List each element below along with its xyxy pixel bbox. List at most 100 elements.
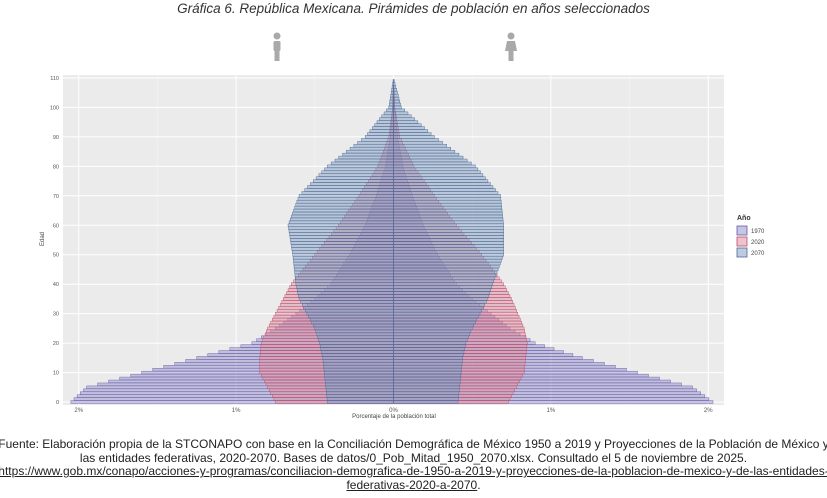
bar-female-2070-age-45 [393, 267, 499, 272]
bar-male-2070-age-70 [298, 194, 394, 198]
bar-female-2070-age-102 [393, 99, 401, 104]
bar-female-2070-age-97 [393, 114, 412, 118]
chart-title: Gráfica 6. República Mexicana. Pirámides… [177, 1, 650, 16]
bar-female-2070-age-0 [393, 400, 459, 404]
bar-female-2070-age-98 [393, 111, 409, 115]
bar-male-2070-age-81 [330, 161, 394, 166]
bar-male-2070-age-103 [389, 96, 394, 101]
bar-male-2070-age-29 [308, 314, 394, 319]
bar-female-2070-age-72 [393, 188, 496, 192]
bar-male-2070-age-45 [294, 267, 394, 272]
bar-female-2070-age-4 [393, 388, 460, 392]
bar-male-2070-age-97 [381, 114, 394, 118]
bar-male-2070-age-102 [389, 99, 394, 104]
bar-male-2070-age-44 [294, 270, 394, 275]
bar-female-2070-age-78 [393, 170, 481, 174]
bar-female-2070-age-39 [393, 285, 492, 289]
bar-female-2070-age-81 [393, 161, 472, 166]
bar-male-2070-age-27 [311, 320, 394, 325]
bar-female-2070-age-52 [393, 247, 504, 251]
bar-female-2070-age-27 [393, 320, 476, 325]
bar-male-2070-age-82 [334, 158, 394, 163]
man-icon [273, 32, 281, 61]
bar-female-2070-age-44 [393, 270, 498, 275]
y-tick-label: 60 [53, 223, 59, 229]
y-tick-label: 90 [53, 135, 59, 141]
bar-male-2070-age-101 [389, 102, 394, 107]
bar-female-2070-age-89 [393, 138, 439, 142]
bar-male-2070-age-80 [327, 164, 394, 168]
bar-male-2070-age-57 [289, 232, 394, 236]
y-tick-label: 80 [53, 164, 59, 170]
bar-male-2070-age-54 [290, 241, 394, 245]
bar-female-2070-age-18 [393, 347, 465, 351]
bar-male-2070-age-14 [322, 359, 394, 363]
bar-male-2070-age-66 [294, 205, 394, 210]
bar-female-2070-age-104 [393, 94, 399, 98]
bar-male-2070-age-13 [323, 362, 394, 366]
bar-male-2070-age-100 [388, 105, 394, 110]
bar-female-2070-age-62 [393, 217, 504, 221]
bar-female-2070-age-41 [393, 279, 494, 283]
bar-male-2070-age-88 [357, 141, 394, 145]
bar-female-2070-age-49 [393, 256, 503, 260]
bar-female-2070-age-8 [393, 376, 461, 381]
bar-female-2070-age-6 [393, 382, 461, 386]
x-tick-label: 1% [547, 408, 556, 414]
bar-male-2070-age-43 [294, 273, 394, 277]
bar-female-2070-age-58 [393, 229, 504, 233]
bar-female-2070-age-15 [393, 356, 463, 360]
bar-male-2070-age-31 [305, 309, 394, 313]
bar-female-2070-age-106 [393, 88, 397, 92]
bar-female-2070-age-13 [393, 362, 463, 366]
bar-male-2070-age-59 [288, 226, 394, 230]
bar-male-2070-age-77 [318, 173, 394, 177]
bar-male-2070-age-69 [297, 197, 394, 201]
bar-male-2070-age-0 [327, 400, 394, 404]
bar-female-2070-age-107 [393, 85, 397, 89]
bar-male-2070-age-8 [324, 376, 394, 381]
x-tick-label: 2% [74, 408, 83, 414]
bar-female-2070-age-54 [393, 241, 504, 245]
source-link[interactable]: https://www.gob.mx/conapo/acciones-y-pro… [0, 464, 827, 492]
bar-male-2070-age-53 [291, 244, 394, 248]
bar-female-2070-age-79 [393, 167, 479, 171]
bar-male-2070-age-78 [321, 170, 394, 174]
bar-male-2070-age-22 [317, 335, 394, 339]
legend-swatch-2020 [736, 236, 748, 247]
legend-label-1970: 1970 [751, 229, 765, 235]
bar-female-2070-age-84 [393, 152, 460, 157]
source-note: Fuente: Elaboración propia de la STCONAP… [0, 437, 827, 492]
bar-male-2070-age-10 [324, 370, 394, 375]
bar-male-2070-age-92 [369, 129, 394, 133]
bar-male-2070-age-64 [292, 211, 394, 216]
bar-female-2070-age-46 [393, 264, 500, 269]
bar-female-2070-age-92 [393, 129, 429, 133]
bar-male-2070-age-79 [324, 167, 394, 171]
bar-male-2070-age-105 [390, 91, 394, 95]
bar-female-2070-age-57 [393, 232, 504, 236]
bar-female-2070-age-23 [393, 332, 470, 336]
bar-male-2070-age-89 [361, 138, 394, 142]
bar-female-2070-age-17 [393, 350, 465, 354]
bar-male-2070-age-61 [288, 220, 394, 224]
bar-male-2070-age-32 [303, 306, 394, 310]
bar-female-2070-age-90 [393, 135, 435, 139]
bar-female-2070-age-55 [393, 238, 504, 242]
bar-female-2070-age-75 [393, 179, 489, 183]
bar-male-2070-age-24 [315, 329, 394, 333]
y-tick-label: 100 [50, 105, 59, 111]
bar-female-2070-age-100 [393, 105, 402, 110]
bar-male-2070-age-34 [300, 300, 394, 304]
bar-male-2070-age-76 [315, 176, 394, 180]
bar-female-2070-age-65 [393, 208, 503, 213]
bar-male-2070-age-73 [307, 185, 394, 189]
bar-male-2070-age-36 [298, 294, 394, 298]
bar-female-2070-age-26 [393, 323, 474, 328]
bar-male-2070-age-25 [314, 326, 394, 331]
bar-male-2070-age-33 [301, 303, 394, 307]
bar-male-2070-age-11 [323, 368, 394, 372]
bar-female-2070-age-66 [393, 205, 503, 210]
bar-male-2070-age-58 [288, 229, 394, 233]
bar-female-2070-age-101 [393, 102, 401, 107]
